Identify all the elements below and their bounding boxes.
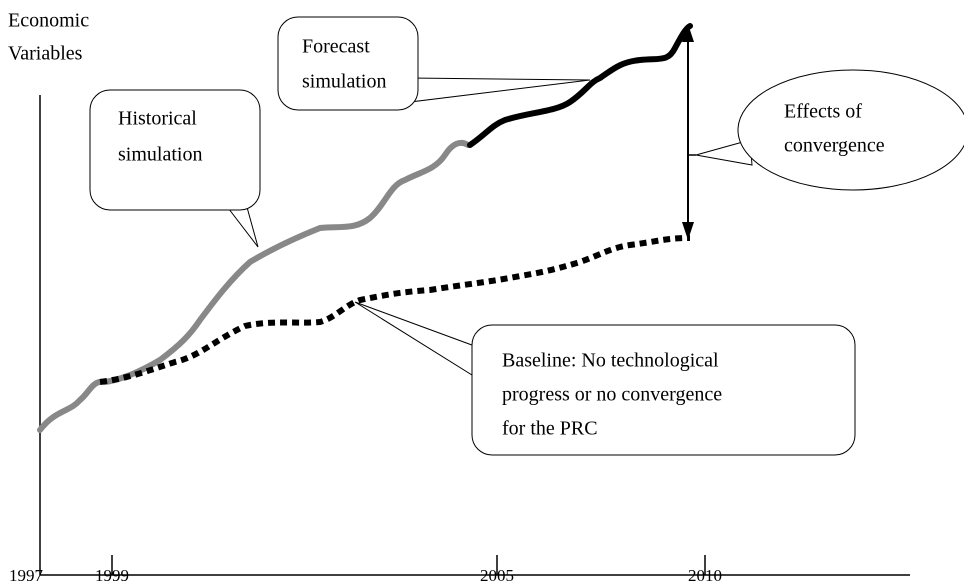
callout-text: Effects of bbox=[784, 101, 862, 123]
x-tick-label: 2005 bbox=[480, 566, 514, 585]
callout-text: Baseline: No technological bbox=[502, 350, 719, 372]
y-axis-label: Variables bbox=[8, 43, 83, 65]
arrow-head bbox=[682, 222, 694, 240]
x-tick-label: 2010 bbox=[688, 566, 722, 585]
callout-text: progress or no convergence bbox=[502, 384, 722, 406]
x-tick-label: 1999 bbox=[95, 566, 129, 585]
callout-text: simulation bbox=[118, 144, 202, 166]
x-tick-label: 1997 bbox=[9, 566, 44, 585]
callout-box bbox=[277, 16, 419, 111]
y-axis-label: Economic bbox=[8, 10, 89, 32]
forecast-curve bbox=[467, 23, 693, 148]
callout-box bbox=[471, 324, 856, 456]
callout-pointer bbox=[409, 77, 591, 103]
historical-curve bbox=[37, 139, 471, 433]
callout-text: simulation bbox=[302, 71, 386, 93]
callout-text: for the PRC bbox=[502, 418, 598, 440]
callout-text: Historical bbox=[118, 108, 197, 130]
arrow-head bbox=[682, 24, 694, 42]
callout-box bbox=[89, 89, 261, 211]
callout-text: convergence bbox=[784, 135, 885, 157]
callout-text: Forecast bbox=[302, 36, 370, 58]
baseline-curve bbox=[99, 235, 691, 385]
callout-ellipse bbox=[737, 69, 964, 191]
callout-pointer bbox=[354, 301, 481, 381]
